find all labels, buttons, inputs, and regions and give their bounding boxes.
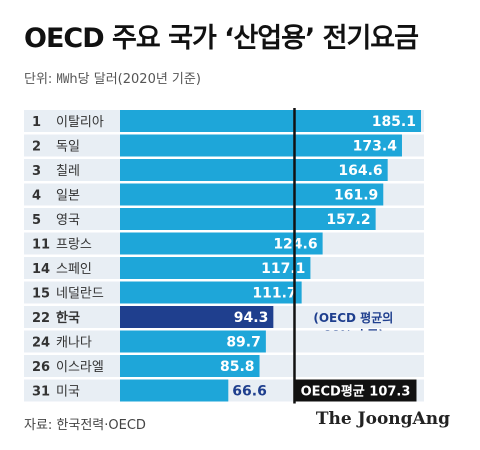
country-label: 네덜란드 [56, 287, 104, 302]
bar [120, 306, 274, 328]
value-label: 185.1 [372, 114, 416, 130]
value-label: 66.6 [232, 384, 267, 400]
rank-label: 11 [32, 238, 50, 253]
korea-note: (OECD 평균의 [313, 310, 393, 325]
country-label: 한국 [56, 310, 80, 326]
value-label: 173.4 [353, 139, 398, 155]
rank-label: 31 [32, 385, 50, 400]
brand-logo: The JoongAng [315, 409, 450, 429]
rank-label: 1 [32, 115, 41, 130]
source-label: 자료: 한국전력·OECD [24, 418, 146, 433]
country-label: 스페인 [56, 262, 92, 277]
country-label: 일본 [56, 189, 80, 204]
rank-label: 15 [32, 287, 50, 302]
country-label: 프랑스 [56, 238, 92, 253]
country-label: 이탈리아 [56, 115, 104, 130]
chart-title: OECD 주요 국가 ‘산업용’ 전기요금 [24, 23, 419, 54]
bar [120, 379, 229, 402]
rank-label: 26 [32, 360, 50, 375]
bar [120, 330, 266, 353]
value-label: 117.1 [261, 261, 305, 277]
value-label: 89.7 [226, 335, 261, 351]
country-label: 캐나다 [56, 336, 92, 351]
value-label: 111.7 [252, 286, 296, 302]
value-label: 85.8 [220, 359, 255, 375]
bar [120, 159, 388, 181]
country-label: 영국 [56, 213, 80, 228]
rank-label: 22 [32, 311, 50, 326]
country-label: 이스라엘 [56, 360, 104, 375]
bar [120, 355, 260, 377]
rank-label: 5 [32, 213, 41, 228]
bar [120, 232, 323, 255]
rank-label: 24 [32, 336, 50, 351]
value-label: 94.3 [234, 310, 269, 326]
country-label: 미국 [56, 385, 80, 400]
bar [120, 281, 302, 304]
bar [120, 110, 421, 132]
value-label: 157.2 [326, 212, 370, 228]
average-box [294, 379, 417, 402]
bar [120, 257, 311, 279]
rank-label: 3 [32, 164, 41, 179]
rank-label: 2 [32, 140, 41, 155]
unit-label: 단위: ㎿h당 달러(2020년 기준) [24, 72, 201, 87]
country-label: 칠레 [56, 164, 80, 179]
bar [120, 183, 384, 206]
bar [120, 208, 376, 230]
value-label: 164.6 [338, 163, 382, 179]
value-label: 161.9 [334, 188, 378, 204]
bar [120, 134, 402, 157]
rank-label: 4 [32, 189, 41, 204]
rank-label: 14 [32, 262, 50, 277]
average-label: OECD평균 107.3 [301, 384, 411, 400]
country-label: 독일 [56, 140, 80, 155]
